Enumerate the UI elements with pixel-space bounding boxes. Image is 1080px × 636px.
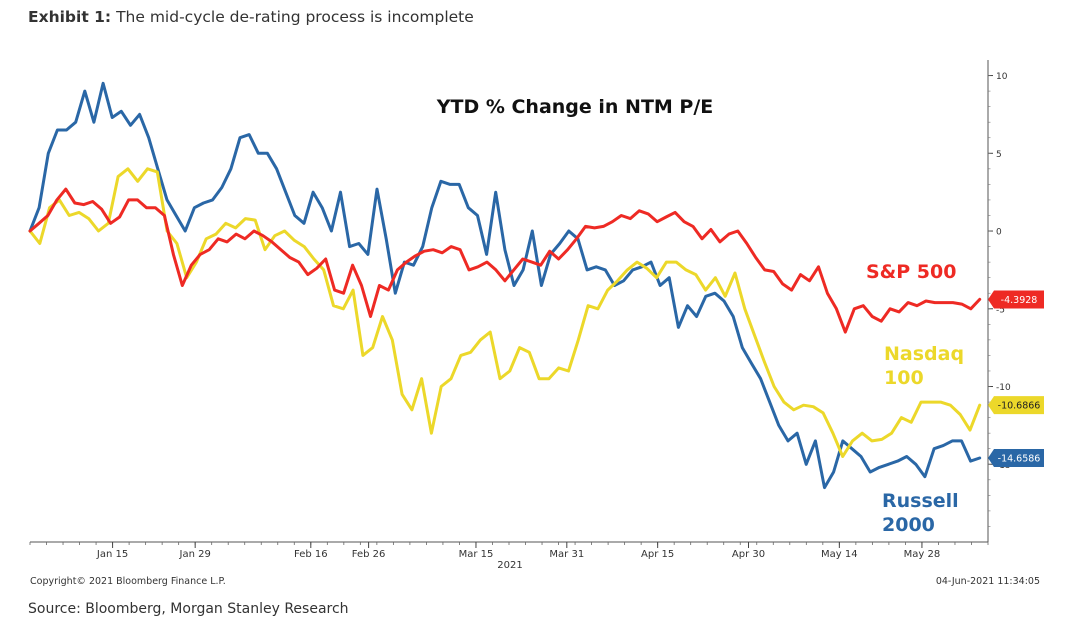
last-value-tag-s-p-500 [988, 290, 1044, 309]
y-tick-label: -5 [996, 305, 1005, 315]
x-tick-label: Mar 31 [549, 549, 584, 560]
chart-title: YTD % Change in NTM P/E [436, 96, 714, 118]
line-chart: Jan 15 Jan 29 Feb 16 Feb 26 Mar 15 Mar 31 Apr … [28, 60, 1044, 587]
x-tick-label: Mar 15 [459, 549, 494, 560]
x-tick-label: Jan 15 [96, 549, 128, 560]
x-tick-label: Feb 26 [352, 549, 386, 560]
series-line-russell-2000 [28, 81, 982, 490]
y-tick-label: 0 [996, 228, 1002, 238]
exhibit-caption: The mid-cycle de-rating process is incom… [116, 8, 474, 26]
x-tick-label: May 28 [904, 549, 941, 560]
y-tick-label: 10 [996, 72, 1008, 82]
series-label-nasdaq-100: 100 [884, 367, 924, 389]
x-tick-label: Jan 29 [179, 549, 211, 560]
x-tick-label: Apr 15 [641, 549, 674, 560]
timestamp-text: 04-Jun-2021 11:34:05 [936, 576, 1040, 587]
last-value-text-s-p-500: -4.3928 [1001, 295, 1038, 306]
y-tick-label: -10 [996, 383, 1011, 393]
x-tick-label: Feb 16 [294, 549, 328, 560]
last-value-tag-nasdaq-100 [988, 396, 1044, 415]
exhibit-lead: Exhibit 1: [28, 8, 112, 26]
x-axis-year-label: 2021 [497, 560, 522, 571]
series-label-s-p-500: S&P 500 [866, 261, 956, 283]
series-label-russell-2000: Russell [882, 490, 959, 512]
last-value-text-russell-2000: -14.6586 [998, 454, 1041, 465]
chart-series-lines [28, 81, 982, 490]
chart-axes: Jan 15 Jan 29 Feb 16 Feb 26 Mar 15 Mar 31 Apr … [29, 60, 1011, 560]
series-label-russell-2000: 2000 [882, 514, 935, 536]
x-tick-label: Apr 30 [732, 549, 765, 560]
source-note: Source: Bloomberg, Morgan Stanley Resear… [28, 601, 349, 617]
series-line-s-p-500 [28, 187, 982, 334]
exhibit-title: Exhibit 1: The mid-cycle de-rating proce… [28, 8, 474, 26]
y-tick-label: 5 [996, 150, 1002, 160]
series-label-nasdaq-100: Nasdaq [884, 343, 964, 365]
last-value-text-nasdaq-100: -10.6866 [998, 401, 1041, 412]
x-tick-label: May 14 [821, 549, 858, 560]
last-value-tag-russell-2000 [988, 449, 1044, 468]
copyright-text: Copyright© 2021 Bloomberg Finance L.P. [30, 576, 226, 587]
